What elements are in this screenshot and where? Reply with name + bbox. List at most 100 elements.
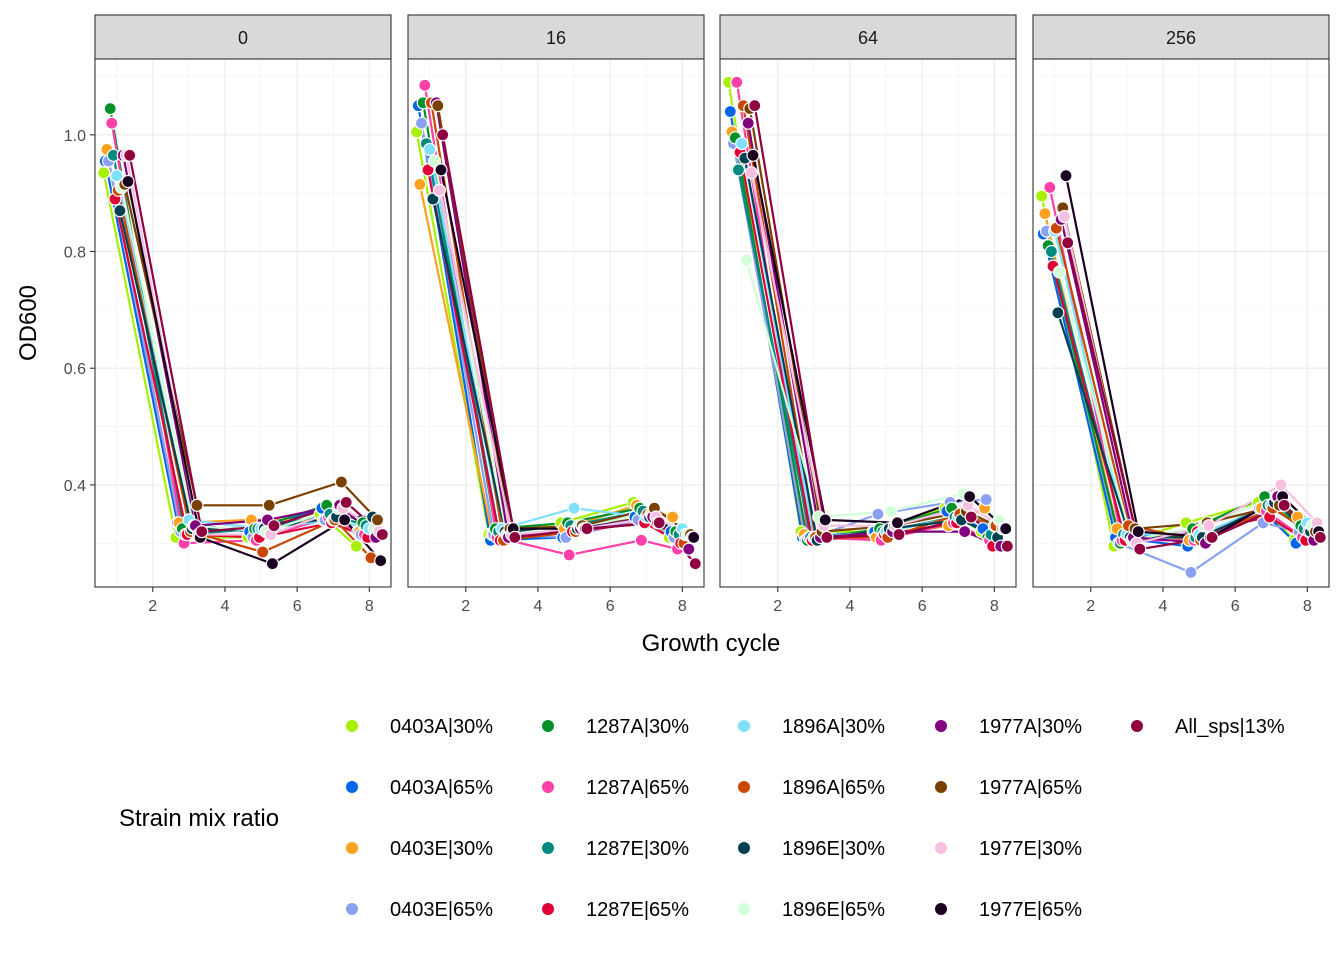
y-tick-label: 0.8	[64, 245, 86, 262]
series-points	[722, 75, 1014, 553]
data-point	[735, 137, 749, 151]
data-point	[265, 557, 279, 571]
legend-key	[542, 781, 554, 793]
legend-label: 1896E|65%	[782, 899, 885, 921]
data-point	[190, 498, 204, 512]
legend-item: 1896A|30%	[738, 716, 885, 738]
legend-key	[346, 903, 358, 915]
data-point	[423, 142, 437, 156]
data-point	[426, 192, 440, 206]
x-tick-label: 4	[220, 598, 229, 615]
x-tick-label: 8	[1303, 598, 1312, 615]
legend-label: 0403A|65%	[390, 777, 493, 799]
legend-key	[738, 781, 750, 793]
facet-panel: 0 2 4 6 8	[94, 14, 392, 615]
data-point	[123, 148, 137, 162]
facet-strip-label: 16	[546, 28, 566, 48]
data-point	[962, 490, 977, 504]
data-point	[652, 516, 666, 530]
data-point	[884, 504, 898, 518]
data-point	[1043, 180, 1057, 194]
legend-item: 0403A|65%	[346, 777, 493, 799]
x-axis: 2 4 6 8	[1086, 587, 1312, 615]
legend-label: 1977A|30%	[979, 716, 1082, 738]
x-tick-label: 8	[990, 598, 999, 615]
data-point	[105, 116, 119, 130]
facet-strip-label: 64	[858, 28, 878, 48]
data-point	[1052, 265, 1067, 279]
legend-key	[346, 720, 358, 732]
data-point	[1184, 565, 1198, 580]
data-point	[1133, 542, 1147, 556]
data-point	[1051, 306, 1065, 320]
data-point	[427, 154, 442, 168]
x-tick-label: 8	[678, 598, 687, 615]
panel-border	[407, 58, 705, 588]
data-point	[349, 539, 363, 553]
data-point	[562, 548, 576, 562]
data-point	[421, 163, 435, 177]
x-tick-label: 6	[606, 598, 615, 615]
data-point	[375, 527, 389, 542]
facet-panel: 16 2 4 6 8	[407, 14, 705, 615]
x-axis: 2 4 6 8	[461, 587, 687, 615]
series-points	[1035, 169, 1327, 580]
data-point	[1202, 519, 1216, 533]
data-point	[110, 169, 124, 183]
x-axis-title: Growth cycle	[642, 630, 781, 657]
legend-item: 1287E|65%	[542, 899, 689, 921]
legend-label: 1287E|30%	[586, 838, 689, 860]
facet-strip	[407, 14, 705, 60]
legend-key	[1131, 720, 1143, 732]
legend-item: 0403E|30%	[346, 838, 493, 860]
legend-item: 0403E|65%	[346, 899, 493, 921]
legend-label: 1287E|65%	[586, 899, 689, 921]
legend-key	[935, 720, 947, 732]
data-point	[334, 475, 348, 489]
data-point	[871, 507, 885, 521]
data-point	[746, 148, 760, 162]
data-point	[338, 513, 352, 527]
data-point	[741, 116, 755, 130]
data-point	[892, 527, 906, 542]
x-tick-label: 2	[148, 598, 157, 615]
data-point	[436, 128, 450, 142]
legend-label: All_sps|13%	[1175, 716, 1285, 738]
legend-items: 0403A|30% 0403A|65% 0403E|30% 0403E|65% 1287…	[346, 716, 1285, 921]
data-point	[374, 554, 388, 568]
legend-label: 0403E|30%	[390, 838, 493, 860]
legend-item: All_sps|13%	[1131, 716, 1285, 738]
data-point	[580, 522, 594, 536]
legend-item: 1287A|30%	[542, 716, 689, 738]
data-point	[414, 116, 429, 130]
legend-label: 0403E|65%	[390, 899, 493, 921]
legend-key	[346, 781, 358, 793]
data-point	[820, 530, 834, 545]
legend-label: 1896A|65%	[782, 777, 885, 799]
x-tick-label: 8	[365, 598, 374, 615]
legend-label: 1977E|65%	[979, 899, 1082, 921]
data-point	[634, 533, 649, 547]
data-point	[682, 542, 696, 556]
x-axis: 2 4 6 8	[148, 587, 374, 615]
legend-item: 1977A|30%	[935, 716, 1082, 738]
panel-border	[719, 58, 1017, 588]
panel-border	[1032, 58, 1330, 588]
data-point	[1057, 209, 1072, 224]
legend-label: 1287A|30%	[586, 716, 689, 738]
data-point	[1059, 169, 1073, 183]
data-point	[958, 524, 972, 539]
legend-key	[738, 720, 750, 732]
data-point	[97, 166, 111, 180]
data-point	[339, 495, 353, 509]
data-point	[508, 530, 522, 545]
facet-panel: 256 2 4 6 8	[1032, 14, 1330, 615]
data-point	[723, 104, 737, 119]
legend-label: 1896E|30%	[782, 838, 885, 860]
data-point	[432, 183, 446, 197]
data-point	[1131, 524, 1145, 539]
y-tick-label: 1.0	[64, 128, 86, 145]
y-axis: 0.4 0.6 0.8 1.0	[64, 128, 95, 495]
legend-item: 1287A|65%	[542, 777, 689, 799]
